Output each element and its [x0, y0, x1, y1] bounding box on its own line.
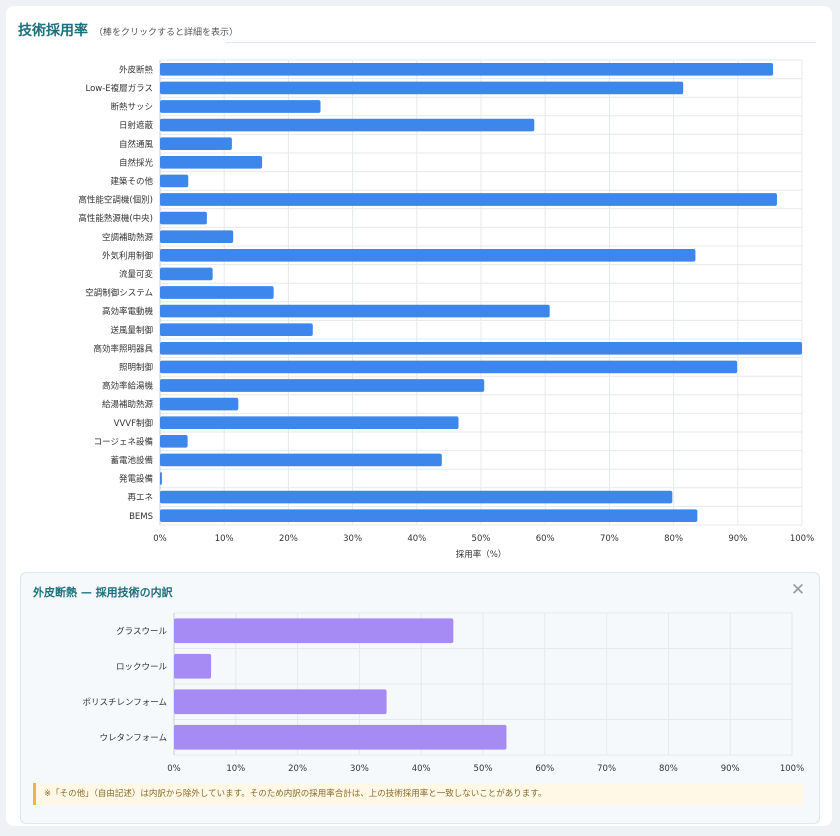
- category-label: 日射遮蔽: [119, 120, 154, 131]
- x-tick-label: 100%: [790, 534, 814, 544]
- bar[interactable]: [160, 323, 313, 337]
- x-tick-label: 90%: [721, 764, 740, 774]
- x-tick-label: 30%: [350, 764, 369, 774]
- bar[interactable]: [160, 118, 535, 132]
- x-tick-label: 0%: [153, 534, 167, 544]
- category-label: 発電設備: [119, 474, 154, 485]
- category-label: 流量可変: [119, 269, 154, 280]
- x-axis-label: 採用率（%）: [456, 549, 507, 560]
- bar[interactable]: [160, 267, 213, 281]
- category-label: 高性能熱源機(中央): [78, 213, 153, 224]
- category-label: 空調制御システム: [85, 288, 153, 299]
- bar[interactable]: [174, 653, 212, 679]
- category-label: 高効率電動機: [102, 306, 154, 317]
- category-label: BEMS: [129, 512, 153, 522]
- bar[interactable]: [160, 174, 189, 188]
- category-label: VVVF制御: [114, 418, 153, 429]
- category-label: 外気利用制御: [102, 250, 153, 261]
- close-icon[interactable]: ✕: [790, 580, 806, 600]
- x-tick-label: 50%: [472, 534, 491, 544]
- bar[interactable]: [160, 211, 207, 225]
- bar[interactable]: [174, 689, 387, 715]
- category-label: Low-E複層ガラス: [85, 83, 153, 94]
- x-tick-label: 20%: [279, 534, 298, 544]
- bar[interactable]: [160, 360, 738, 374]
- category-label: グラスウール: [116, 626, 167, 637]
- bar[interactable]: [160, 248, 696, 262]
- bar[interactable]: [160, 379, 485, 392]
- category-label: コージェネ設備: [94, 436, 154, 447]
- category-label: 蓄電池設備: [110, 455, 153, 466]
- bar[interactable]: [174, 618, 454, 644]
- bar[interactable]: [160, 416, 459, 430]
- category-label: 外皮断熱: [119, 64, 154, 75]
- bar[interactable]: [160, 304, 550, 318]
- x-tick-label: 40%: [407, 534, 426, 544]
- bar[interactable]: [160, 509, 698, 523]
- x-tick-label: 10%: [215, 534, 234, 544]
- bar[interactable]: [160, 62, 774, 76]
- category-label: 給湯補助熱源: [102, 399, 154, 410]
- category-label: 自然採光: [119, 157, 154, 168]
- title-divider: [226, 42, 816, 43]
- category-label: 空調補助熱源: [102, 232, 154, 243]
- x-tick-label: 80%: [659, 764, 678, 774]
- bar[interactable]: [160, 453, 442, 467]
- category-label: 再エネ: [127, 493, 153, 503]
- bar[interactable]: [160, 341, 802, 355]
- bar[interactable]: [174, 724, 507, 750]
- x-tick-label: 0%: [167, 764, 181, 774]
- x-tick-label: 30%: [343, 534, 362, 544]
- bar[interactable]: [160, 81, 684, 95]
- category-label: 照明制御: [119, 362, 153, 373]
- x-tick-label: 60%: [536, 534, 555, 544]
- x-tick-label: 100%: [780, 764, 804, 774]
- bar[interactable]: [160, 230, 234, 244]
- bar[interactable]: [160, 434, 188, 448]
- x-tick-label: 90%: [728, 534, 747, 544]
- category-label: ロックウール: [116, 662, 168, 672]
- x-tick-label: 80%: [664, 534, 683, 544]
- x-tick-label: 50%: [474, 764, 493, 774]
- bar[interactable]: [160, 286, 274, 299]
- detail-note: ※「その他」（自由記述）は内訳から除外しています。そのため内訳の採用率合計は、上…: [33, 783, 803, 805]
- x-tick-label: 70%: [600, 534, 619, 544]
- x-tick-label: 70%: [597, 764, 616, 774]
- category-label: 高性能空調機(個別): [78, 195, 153, 206]
- bar[interactable]: [160, 472, 162, 485]
- category-label: ウレタンフォーム: [100, 733, 168, 743]
- x-tick-label: 40%: [412, 764, 431, 774]
- x-tick-label: 10%: [226, 764, 245, 774]
- bar[interactable]: [160, 193, 777, 206]
- bar[interactable]: [160, 490, 673, 504]
- header: 技術採用率 （棒をクリックすると詳細を表示）: [18, 20, 238, 40]
- category-label: 断熱サッシ: [110, 102, 153, 113]
- bar[interactable]: [160, 155, 263, 169]
- detail-title: 外皮断熱 — 採用技術の内訳: [33, 586, 173, 599]
- category-label: 高効率給湯機: [102, 381, 154, 392]
- page-title: 技術採用率: [18, 23, 88, 39]
- category-label: ポリスチレンフォーム: [83, 698, 168, 708]
- bar[interactable]: [160, 397, 239, 411]
- category-label: 自然通風: [119, 139, 154, 150]
- bar[interactable]: [160, 100, 321, 113]
- adoption-rate-chart[interactable]: 外皮断熱 Low-E複層ガラス断熱サッシ日射遮蔽自然通風自然採光建築その他高性能空…: [0, 0, 840, 570]
- category-label: 建築その他: [110, 176, 153, 187]
- category-label: 送風量制御: [110, 325, 153, 336]
- category-label: 高効率照明器具: [93, 343, 153, 354]
- detail-panel: 外皮断熱 — 採用技術の内訳 ✕ グラスウール ロックウールポリスチレンフォームウ…: [20, 572, 820, 824]
- page-subtitle: （棒をクリックすると詳細を表示）: [94, 28, 239, 38]
- x-tick-label: 20%: [288, 764, 307, 774]
- x-tick-label: 60%: [535, 764, 554, 774]
- bar[interactable]: [160, 137, 232, 151]
